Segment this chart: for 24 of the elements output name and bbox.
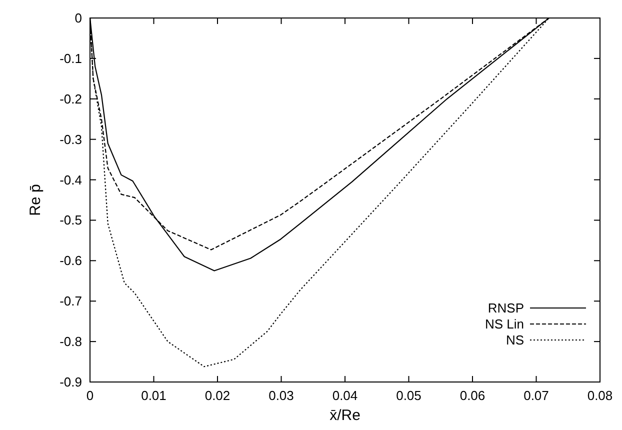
x-tick-label: 0.07 <box>524 388 549 403</box>
x-tick-label: 0.08 <box>587 388 613 403</box>
x-tick-label: 0.01 <box>141 388 166 403</box>
y-tick-label: -0.2 <box>60 91 82 106</box>
legend-label: NS <box>506 332 524 348</box>
y-tick-label: -0.8 <box>60 334 82 350</box>
x-tick-label: 0.03 <box>268 388 294 403</box>
legend-label: NS Lin <box>484 316 524 332</box>
y-tick-label: 0 <box>74 10 82 26</box>
x-axis-title: x̄/Re <box>330 407 360 424</box>
y-tick-label: -0.1 <box>60 50 82 66</box>
x-tick-label: 0.04 <box>332 388 358 403</box>
x-tick-label: 0.06 <box>460 388 486 403</box>
y-axis-title: Re p̄ <box>27 184 44 216</box>
y-tick-label: -0.3 <box>60 132 82 147</box>
x-tick-label: 0.02 <box>204 388 230 403</box>
y-tick-label: -0.7 <box>60 294 82 309</box>
y-tick-label: -0.4 <box>60 172 82 188</box>
y-tick-label: -0.5 <box>60 212 82 228</box>
y-tick-label: -0.6 <box>60 253 82 268</box>
x-tick-label: 0 <box>86 388 94 403</box>
legend-label: RNSP <box>488 300 524 316</box>
y-tick-label: -0.9 <box>60 374 82 390</box>
x-tick-label: 0.05 <box>396 388 422 403</box>
